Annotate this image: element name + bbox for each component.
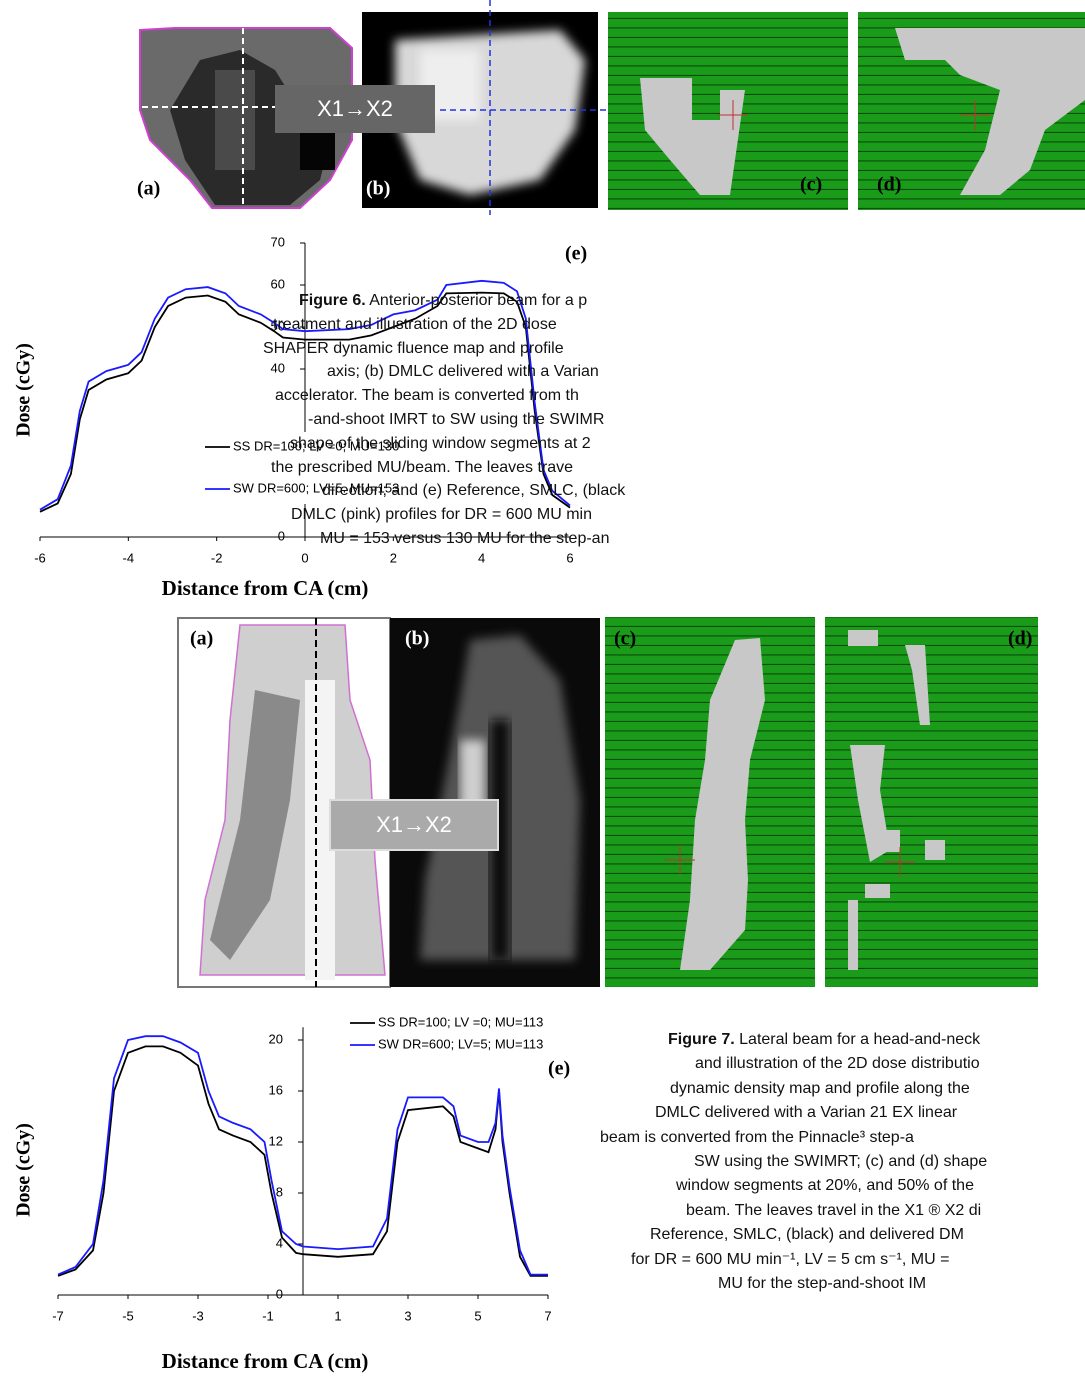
x-tick-label: 5 [474, 1308, 481, 1323]
caption-text: SHAPER dynamic fluence map and profile [263, 339, 564, 357]
legend-label: SS DR=100; LV =0; MU=113 [378, 1014, 543, 1029]
caption-line: shape of the sliding window segments at … [290, 434, 591, 454]
caption-line: SW using the SWIMRT; (c) and (d) shape [694, 1152, 987, 1172]
caption-line: the prescribed MU/beam. The leaves trave [271, 458, 573, 478]
legend-label: SW DR=600; LV=5; MU=113 [378, 1036, 543, 1051]
x-tick-label: 6 [566, 550, 573, 565]
caption-line: Figure 6. Anterior-posterior beam for a … [299, 291, 587, 311]
panel-label: (e) [565, 243, 587, 265]
caption-line: beam. The leaves travel in the X1 ® X2 d… [686, 1201, 981, 1221]
caption-line: and illustration of the 2D dose distribu… [695, 1054, 980, 1074]
caption-line: dynamic density map and profile along th… [670, 1079, 970, 1099]
fig7-images [177, 617, 1038, 988]
caption-text: SW using the SWIMRT; (c) and (d) shape [694, 1153, 988, 1170]
y-tick-label: 8 [276, 1184, 283, 1199]
x-tick-label: -1 [262, 1308, 274, 1323]
panel-label: (d) [1008, 628, 1032, 650]
caption-text: treatment and illustration of the 2D dos… [273, 315, 557, 333]
panel-label: (d) [877, 174, 901, 196]
caption-text: dynamic density map and profile along th… [670, 1079, 970, 1097]
x-tick-label: 0 [301, 550, 308, 565]
caption-text: Lateral beam for a head-and-neck [739, 1031, 981, 1048]
panel-label: (c) [800, 174, 822, 196]
caption-line: treatment and illustration of the 2D dos… [273, 315, 557, 335]
caption-line: MU = 153 versus 130 MU for the step-an [320, 529, 609, 549]
caption-label: Figure 6. [299, 292, 366, 309]
caption-line: -and-shoot IMRT to SW using the SWIMR [308, 410, 604, 430]
legend-box [200, 432, 445, 504]
caption-line: MU for the step-and-shoot IM [718, 1274, 926, 1294]
caption-text: for DR = 600 MU min⁻¹, LV = 5 cm s⁻¹, MU… [631, 1250, 950, 1268]
x-tick-label: -7 [52, 1308, 64, 1323]
series-line [39, 291, 571, 513]
caption-text: Anterior-posterior beam for a p [369, 292, 588, 309]
panel-label: (b) [405, 628, 429, 650]
y-tick-label: 20 [269, 1031, 283, 1046]
x-tick-label: -6 [34, 550, 46, 565]
panel-label: (b) [366, 178, 390, 200]
caption-text: DMLC delivered with a Varian 21 EX linea… [655, 1104, 958, 1122]
caption-line: axis; (b) DMLC delivered with a Varian [327, 362, 599, 382]
caption-text: MU for the step-and-shoot IM [718, 1275, 927, 1292]
caption-line: window segments at 20%, and 50% of the [676, 1176, 974, 1196]
caption-line: for DR = 600 MU min⁻¹, LV = 5 cm s⁻¹, MU… [631, 1250, 949, 1270]
series-line [57, 1035, 548, 1276]
caption-line: accelerator. The beam is converted from … [275, 386, 579, 406]
arrow-label: X1→X2 [376, 812, 452, 837]
caption-line: Figure 7. Lateral beam for a head-and-ne… [668, 1030, 980, 1050]
caption-line: direction; and (e) Reference, SMLC, (bla… [322, 481, 625, 501]
x-tick-label: 7 [544, 1308, 551, 1323]
caption-text: and illustration of the 2D dose distribu… [695, 1055, 980, 1073]
y-tick-label: 0 [276, 1286, 283, 1301]
caption-line: DMLC delivered with a Varian 21 EX linea… [655, 1103, 957, 1123]
caption-text: beam is converted from the Pinnacle³ ste… [600, 1128, 914, 1146]
caption-text: beam. The leaves travel in the X1 ® X2 d… [686, 1201, 982, 1219]
y-axis-title: Dose (cGy) [13, 1123, 35, 1217]
panel-label: (a) [190, 628, 213, 650]
caption-text: the prescribed MU/beam. The leaves trave [271, 458, 574, 476]
x-tick-label: -2 [211, 550, 223, 565]
caption-line: beam is converted from the Pinnacle³ ste… [600, 1128, 914, 1148]
caption-text: MU = 153 versus 130 MU for the step-an [320, 530, 610, 547]
y-tick-label: 0 [278, 528, 285, 543]
y-tick-label: 40 [271, 360, 285, 375]
legend-label: SS DR=100; LV =0; MU=130 [233, 438, 399, 453]
x-tick-label: 2 [390, 550, 397, 565]
x-tick-label: -3 [192, 1308, 204, 1323]
x-tick-label: 1 [334, 1308, 341, 1323]
caption-text: shape of the sliding window segments at … [290, 434, 591, 452]
legend-label: SW DR=600; LV=5. MU=153 [233, 480, 399, 495]
caption-text: DMLC (pink) profiles for DR = 600 MU min [291, 506, 592, 524]
series-line [39, 279, 571, 511]
y-tick-label: 70 [271, 234, 285, 249]
caption-line: SHAPER dynamic fluence map and profile [263, 339, 564, 359]
caption-text: -and-shoot IMRT to SW using the SWIMR [308, 411, 605, 428]
caption-text: axis; (b) DMLC delivered with a Varian [327, 363, 599, 381]
x-axis-title: Distance from CA (cm) [162, 576, 369, 600]
y-axis-title: Dose (cGy) [13, 343, 35, 437]
y-tick-label: 4 [276, 1235, 283, 1250]
y-tick-label: 60 [271, 276, 285, 291]
y-tick-label: 16 [269, 1082, 283, 1097]
caption-text: window segments at 20%, and 50% of the [676, 1177, 974, 1195]
fig6-images [139, 0, 1085, 215]
caption-label: Figure 7. [668, 1031, 735, 1048]
x-tick-label: 4 [478, 550, 485, 565]
caption-text: direction; and (e) Reference, SMLC, (bla… [322, 482, 626, 500]
panel-label: (e) [548, 1058, 570, 1080]
caption-line: Reference, SMLC, (black) and delivered D… [650, 1225, 964, 1245]
x-axis-title: Distance from CA (cm) [162, 1349, 369, 1373]
x-tick-label: -4 [123, 550, 135, 565]
caption-line: DMLC (pink) profiles for DR = 600 MU min [291, 505, 592, 525]
panel-label: (c) [614, 628, 636, 650]
x-tick-label: -5 [122, 1308, 134, 1323]
x-tick-label: 3 [404, 1308, 411, 1323]
y-tick-label: 12 [269, 1133, 283, 1148]
caption-text: Reference, SMLC, (black) and delivered D… [650, 1226, 964, 1244]
caption-text: accelerator. The beam is converted from … [275, 387, 579, 405]
arrow-label: X1→X2 [317, 96, 393, 121]
panel-label: (a) [137, 178, 160, 200]
